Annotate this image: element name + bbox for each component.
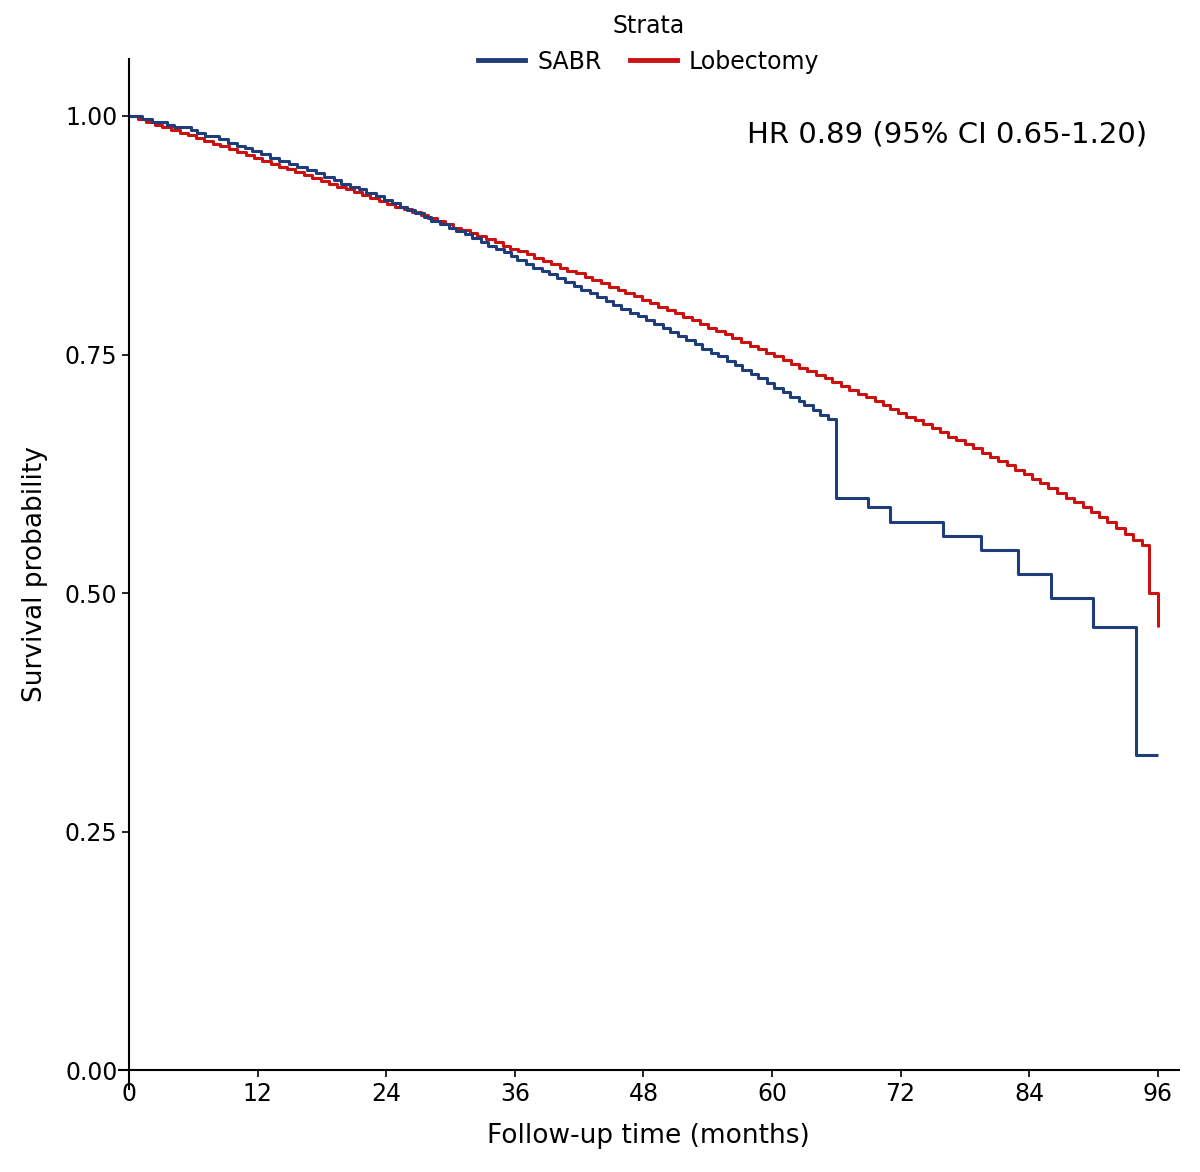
Lobectomy <box>122 109 137 123</box>
Lobectomy <box>1033 476 1048 490</box>
Lobectomy <box>1151 620 1165 634</box>
Text: HR 0.89 (95% CI 0.65-1.20): HR 0.89 (95% CI 0.65-1.20) <box>748 121 1147 149</box>
SABR <box>679 333 694 347</box>
SABR <box>394 196 408 210</box>
Lobectomy <box>767 346 781 360</box>
Line: Lobectomy: Lobectomy <box>130 116 1158 627</box>
SABR <box>1012 543 1026 557</box>
SABR <box>1151 749 1165 763</box>
Legend: SABR, Lobectomy: SABR, Lobectomy <box>479 14 820 74</box>
Lobectomy <box>743 339 757 353</box>
SABR <box>845 491 859 505</box>
Lobectomy <box>421 211 436 225</box>
SABR <box>122 109 137 123</box>
Lobectomy <box>758 342 773 356</box>
SABR <box>1129 749 1144 763</box>
X-axis label: Follow-up time (months): Follow-up time (months) <box>487 1123 810 1149</box>
Line: SABR: SABR <box>130 116 1158 756</box>
Y-axis label: Survival probability: Survival probability <box>22 447 48 702</box>
SABR <box>829 417 844 431</box>
SABR <box>784 389 798 403</box>
Lobectomy <box>414 209 428 223</box>
